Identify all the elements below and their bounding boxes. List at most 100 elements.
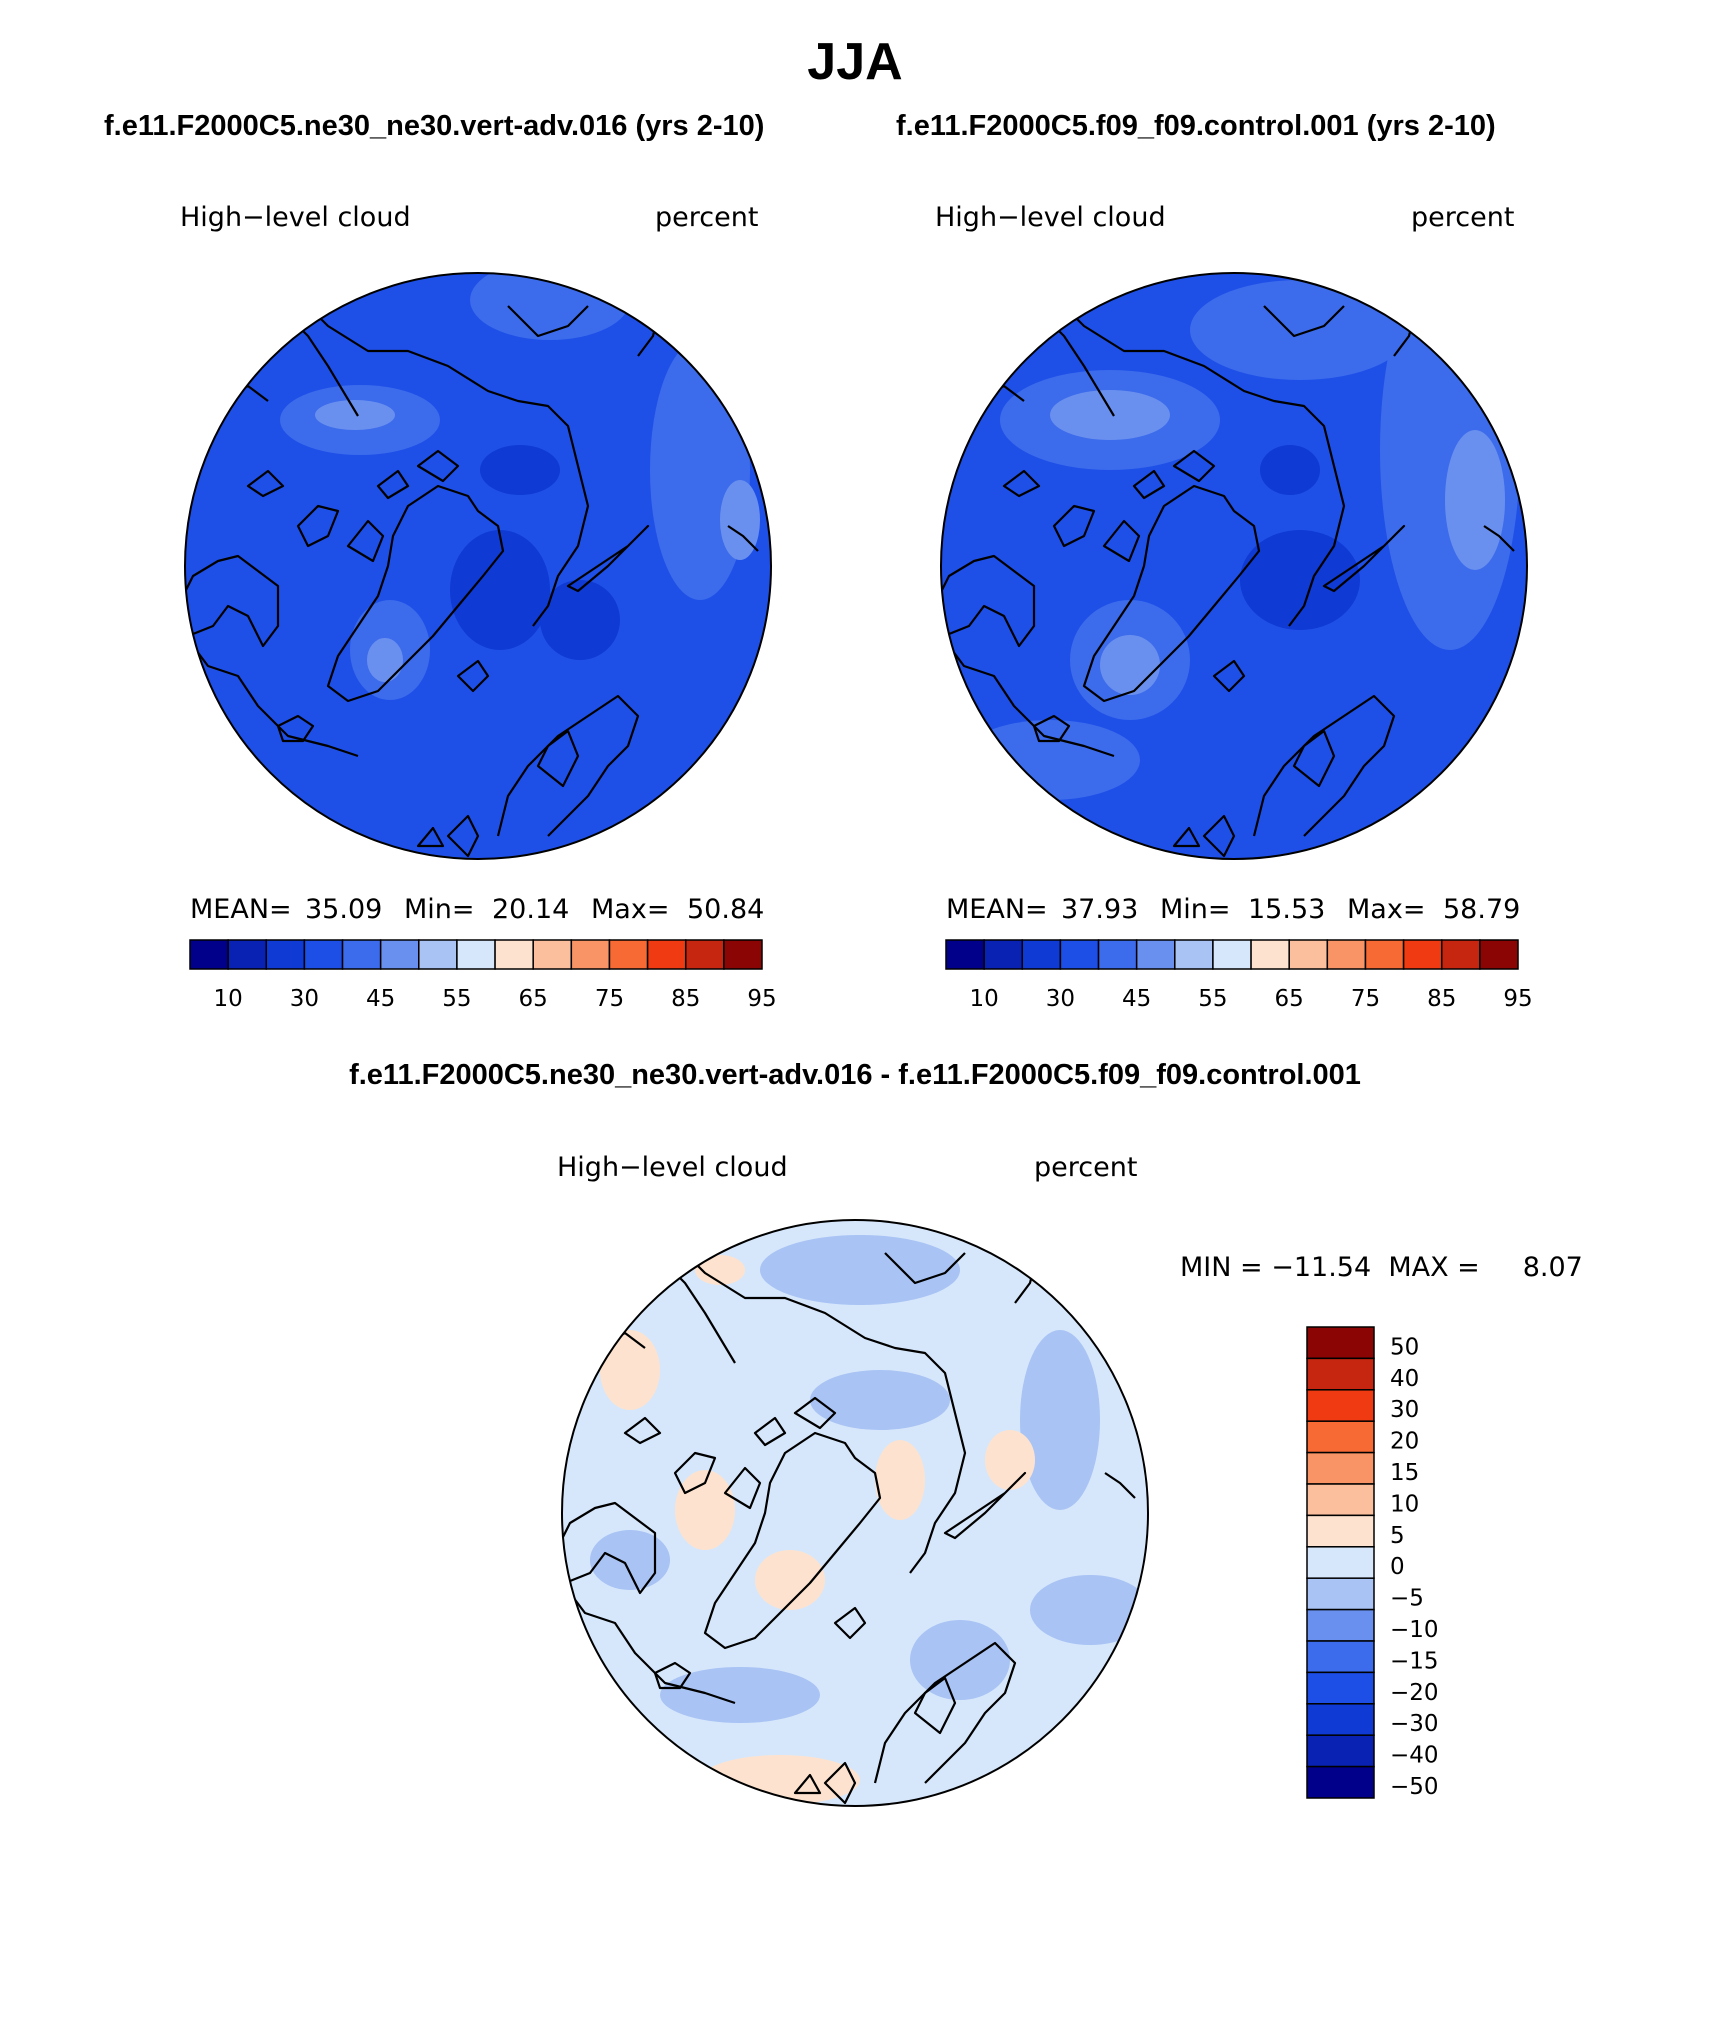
panel-b-colorbar-box [945,939,985,970]
panel-a-max: 50.84 [687,894,764,925]
panel-b-variable: High−level cloud [935,202,1166,233]
diff-colorbar-tick-label: −40 [1390,1743,1439,1769]
panel-b-colorbar-tick-label: 85 [1427,986,1456,1012]
diff-colorbar-tick-label: −30 [1390,1711,1439,1737]
diff-map-border [561,1219,1149,1807]
panel-b-max: 58.79 [1443,894,1520,925]
panel-a-colorbar-tick-label: 10 [213,986,242,1012]
panel-a-colorbar-box [570,939,611,970]
diff-colorbar-tick-label: 0 [1390,1554,1405,1580]
diff-colorbar-tick-label: −15 [1390,1648,1439,1674]
panel-a-mean-label: MEAN= [190,894,292,925]
diff-colorbar-box [1306,1671,1375,1705]
panel-a-colorbar-box [265,939,306,970]
panel-a-min: 20.14 [492,894,569,925]
panel-b-colorbar-box [1440,939,1481,970]
panel-a-colorbar-box [189,939,229,970]
diff-colorbar-box [1306,1703,1375,1736]
diff-colorbar-box [1306,1389,1375,1422]
panel-b-min-label: Min= [1160,894,1231,925]
panel-a-units: percent [655,202,758,233]
panel-a-colorbar-tick-label: 65 [519,986,548,1012]
panel-b-colorbar-box [1097,939,1138,970]
panel-a-colorbar-box [532,939,573,970]
panel-a-colorbar-box [379,939,420,970]
panel-a-colorbar-box [341,939,382,970]
panel-b-colorbar-box [1135,939,1176,970]
diff-colorbar-box [1306,1357,1375,1391]
panel-a-case-title: f.e11.F2000C5.ne30_ne30.vert-adv.016 (yr… [104,110,765,142]
panel-a-colorbar-tick-label: 75 [595,986,624,1012]
diff-colorbar-box [1306,1608,1375,1642]
panel-b-colorbar-tick-label: 55 [1198,986,1227,1012]
panel-b-colorbar-box [983,939,1024,970]
panel-b-mean-label: MEAN= [946,894,1048,925]
panel-b-colorbar: 10 30 45 55 65 75 85 95 [945,939,1533,1012]
panel-a-colorbar-box [227,939,268,970]
panel-b-colorbar-tick-label: 10 [969,986,998,1012]
panel-a-mean: 35.09 [305,894,382,925]
panel-b-mean: 37.93 [1061,894,1138,925]
diff-colorbar-box [1306,1420,1375,1454]
panel-b-min: 15.53 [1248,894,1325,925]
diff-colorbar-box [1306,1640,1375,1674]
panel-a-map-border [184,272,772,860]
panel-b-colorbar-tick-label: 45 [1122,986,1151,1012]
diff-colorbar-tick-label: −5 [1390,1586,1424,1612]
panel-a-colorbar-box [456,939,496,970]
panel-b-colorbar-tick-label: 75 [1351,986,1380,1012]
panel-diff: High−level cloud percent MIN = −11.54 MA… [557,1152,1583,1807]
panel-a-colorbar: 10 30 45 55 65 75 85 95 [189,939,777,1012]
panel-a-variable: High−level cloud [180,202,411,233]
panel-b-case-title: f.e11.F2000C5.f09_f09.control.001 (yrs 2… [896,110,1496,142]
panel-a-colorbar-box [418,939,458,970]
panel-b-colorbar-box [1479,939,1519,970]
panel-b-colorbar-box [1326,939,1367,970]
panel-b-map [941,273,1527,859]
panel-a-colorbar-box [608,939,649,970]
panel-b-colorbar-box [1059,939,1100,970]
diff-colorbar-box [1306,1546,1375,1579]
diff-minmax: MIN = −11.54 MAX = 8.07 [1180,1252,1583,1283]
panel-b-colorbar-box [1288,939,1329,970]
diff-variable: High−level cloud [557,1152,788,1183]
diff-colorbar-tick-label: 20 [1390,1429,1419,1455]
panel-a-colorbar-tick-label: 30 [290,986,319,1012]
panel-a-colorbar-tick-label: 85 [671,986,700,1012]
diff-colorbar-box [1306,1483,1375,1517]
diff-colorbar-box [1306,1577,1375,1611]
diff-units: percent [1034,1152,1137,1183]
panel-b-colorbar-box [1402,939,1443,970]
panel-b-units: percent [1411,202,1514,233]
panel-b-colorbar-box [1174,939,1214,970]
panel-a-min-label: Min= [404,894,475,925]
panel-b-colorbar-tick-label: 30 [1046,986,1075,1012]
diff-colorbar-box [1306,1451,1375,1485]
panel-a-colorbar-box [723,939,763,970]
panel-b-colorbar-box [1250,939,1290,970]
diff-colorbar-box [1306,1514,1375,1548]
diff-colorbar-tick-label: 10 [1390,1491,1419,1517]
panel-b-map-border [940,272,1528,860]
diff-colorbar-tick-label: 50 [1390,1334,1419,1360]
diff-colorbar-tick-label: −20 [1390,1680,1439,1706]
panel-a-max-label: Max= [591,894,669,925]
diff-colorbar-tick-label: 15 [1390,1460,1419,1486]
panel-b-colorbar-tick-label: 95 [1503,986,1532,1012]
diff-colorbar-tick-label: −50 [1390,1774,1439,1800]
panel-a-colorbar-box [303,939,344,970]
diff-colorbar-tick-label: 30 [1390,1397,1419,1423]
panel-a-colorbar-box [684,939,725,970]
diff-colorbar-tick-label: 5 [1390,1523,1405,1549]
diff-colorbar-box [1306,1734,1375,1768]
panel-a-colorbar-tick-label: 45 [366,986,395,1012]
diff-title: f.e11.F2000C5.ne30_ne30.vert-adv.016 - f… [349,1059,1361,1091]
panel-b-colorbar-tick-label: 65 [1275,986,1304,1012]
panel-b-colorbar-box [1021,939,1062,970]
diff-colorbar-box [1306,1326,1375,1360]
panel-a-colorbar-box [494,939,534,970]
diff-colorbar-box [1306,1765,1375,1799]
panel-a-colorbar-tick-label: 55 [442,986,471,1012]
